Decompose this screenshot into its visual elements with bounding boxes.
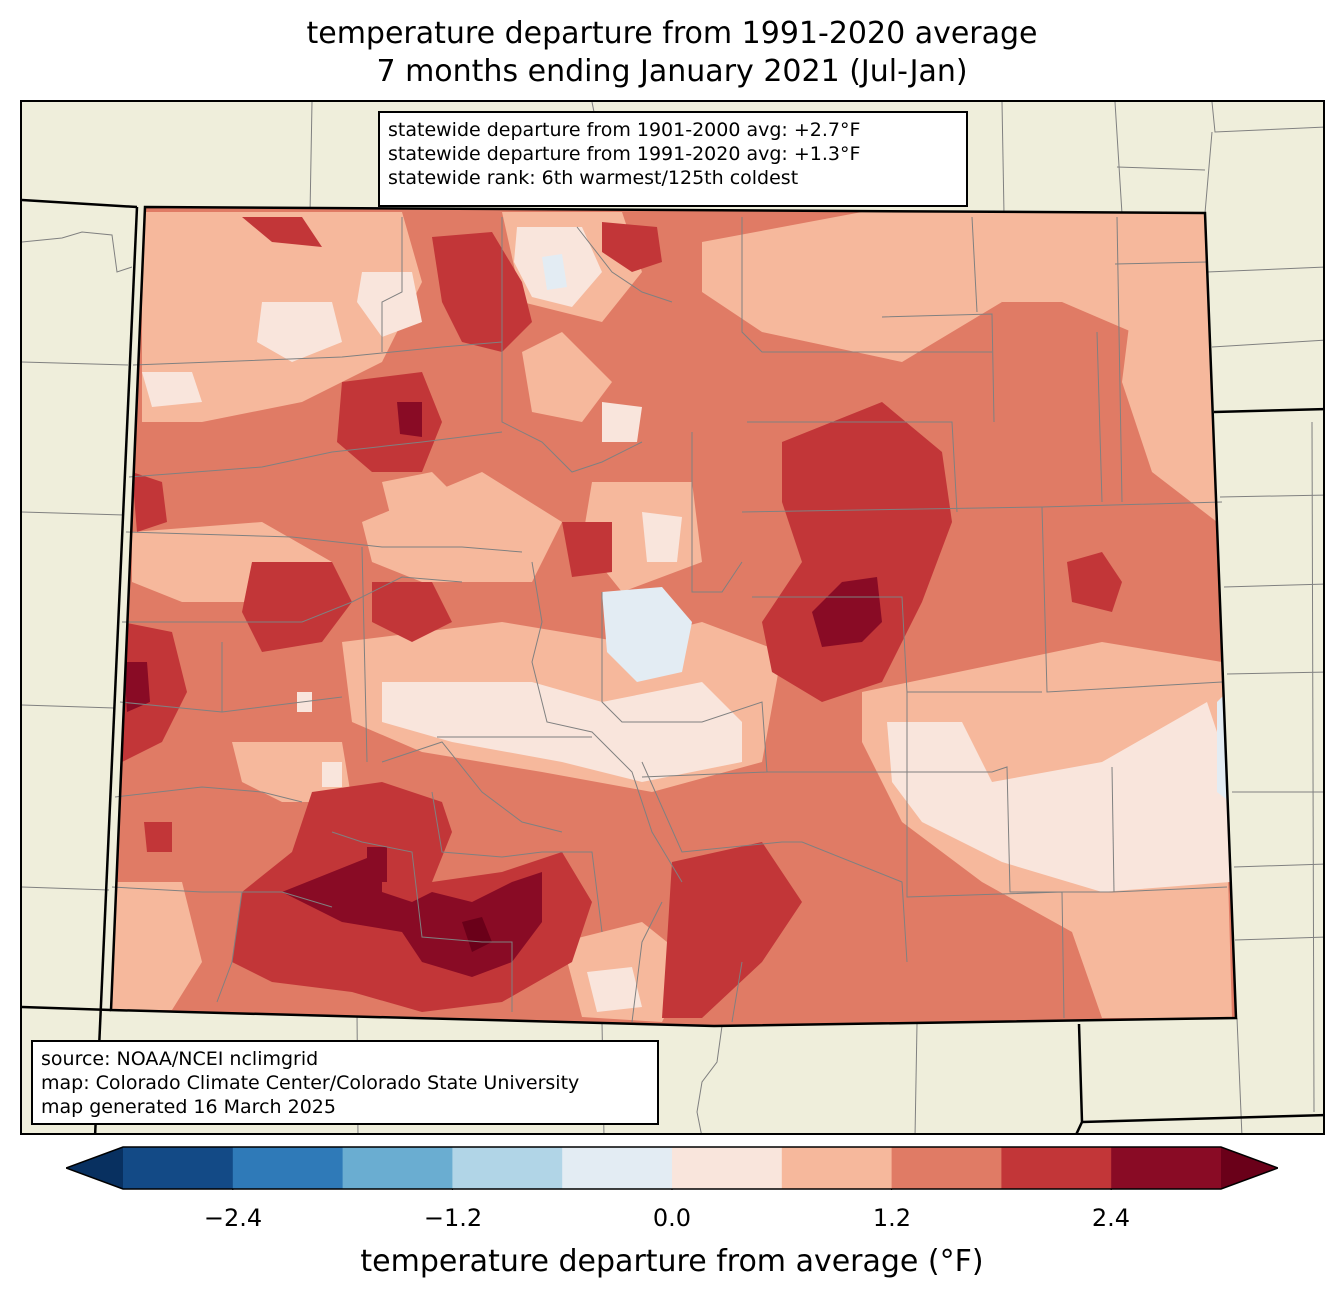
colorbar (66, 1146, 1278, 1190)
colorbar-label: temperature departure from average (°F) (360, 1244, 984, 1279)
colorbar-bin (232, 1147, 344, 1189)
colorbar-tick-label: −2.4 (203, 1204, 263, 1232)
map-frame (20, 100, 1325, 1135)
colorbar-bin (452, 1147, 563, 1189)
colorbar-bin (1111, 1147, 1222, 1189)
stat-departure-1901-2000: statewide departure from 1901-2000 avg: … (388, 119, 861, 141)
statewide-stats-box: statewide departure from 1901-2000 avg: … (378, 111, 968, 207)
map-credit-line: map: Colorado Climate Center/Colorado St… (41, 1072, 580, 1094)
colorbar-bin (562, 1147, 673, 1189)
colorbar-tick-label: 1.2 (872, 1204, 912, 1232)
colorado-map (22, 102, 1323, 1133)
source-line: source: NOAA/NCEI nclimgrid (41, 1048, 319, 1070)
source-credit-box: source: NOAA/NCEI nclimgrid map: Colorad… (31, 1040, 659, 1125)
colorado-state-border (109, 205, 1238, 1028)
colorbar-bin (672, 1147, 783, 1189)
colorbar-bin (1001, 1147, 1112, 1189)
colorbar-bin (342, 1147, 453, 1189)
colorado-county-lines (111, 216, 1228, 1023)
stat-statewide-rank: statewide rank: 6th warmest/125th coldes… (388, 167, 799, 189)
colorbar-extend-high (1221, 1147, 1278, 1189)
generated-date-line: map generated 16 March 2025 (41, 1096, 336, 1118)
map-title-line2: 7 months ending January 2021 (Jul-Jan) (376, 54, 968, 89)
colorbar-tick-label: −1.2 (423, 1204, 483, 1232)
colorbar-bin (781, 1147, 893, 1189)
colorbar-extend-low (66, 1147, 123, 1189)
colorbar-tick-label: 2.4 (1091, 1204, 1131, 1232)
colorbar-tick-label: 0.0 (652, 1204, 692, 1232)
map-title-line1: temperature departure from 1991-2020 ave… (306, 16, 1038, 51)
colorbar-outline (66, 1146, 1278, 1190)
stat-departure-1991-2020: statewide departure from 1991-2020 avg: … (388, 143, 861, 165)
temperature-field (111, 207, 1236, 1026)
colorbar-bin (891, 1147, 1002, 1189)
colorbar-bin (123, 1147, 234, 1189)
neighbor-state-borders (22, 198, 1323, 1133)
